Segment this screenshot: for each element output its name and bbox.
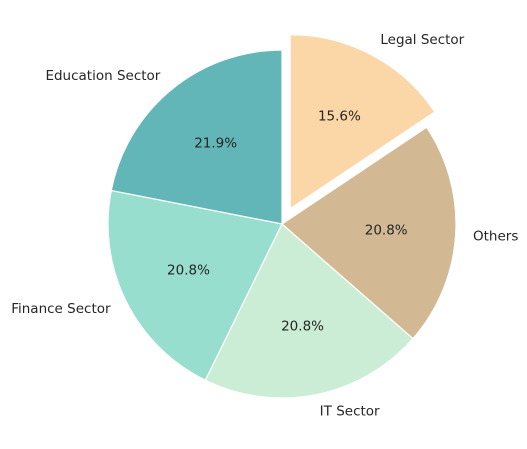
pie-slice-legal-sector bbox=[289, 34, 436, 210]
slice-percent-legal-sector: 15.6% bbox=[318, 109, 361, 125]
pie-labels: Education Sector 21.9% Finance Sector 20.8%… bbox=[11, 32, 518, 420]
pie-slice-education-sector bbox=[110, 49, 283, 225]
slice-percent-finance-sector: 20.8% bbox=[167, 262, 210, 278]
slice-percent-it-sector: 20.8% bbox=[281, 318, 324, 334]
slice-label-legal-sector: Legal Sector bbox=[380, 32, 464, 48]
slice-percent-others: 20.8% bbox=[365, 223, 408, 239]
pie-slices bbox=[107, 34, 457, 399]
slice-percent-education-sector: 21.9% bbox=[194, 135, 237, 151]
slice-label-others: Others bbox=[473, 228, 518, 244]
pie-slice-others bbox=[281, 126, 457, 340]
pie-slice-it-sector bbox=[204, 223, 414, 399]
slice-label-finance-sector: Finance Sector bbox=[11, 301, 111, 317]
pie-slice-finance-sector bbox=[107, 189, 283, 381]
slice-label-education-sector: Education Sector bbox=[45, 68, 160, 84]
slice-label-it-sector: IT Sector bbox=[320, 404, 380, 420]
